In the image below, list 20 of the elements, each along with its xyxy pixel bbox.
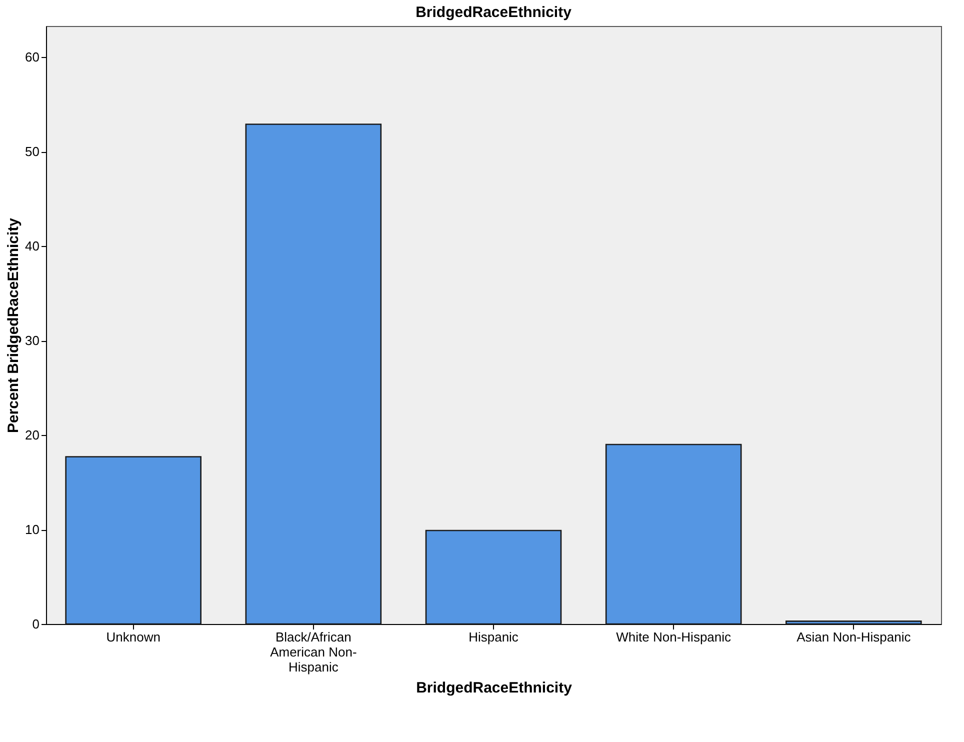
- bar: [65, 456, 202, 625]
- y-axis-title: Percent BridgedRaceEthnicity: [5, 217, 22, 434]
- x-tick-label: Unknown: [106, 630, 160, 644]
- x-tick-label: White Non-Hispanic: [616, 630, 732, 644]
- y-tick-label: 50: [25, 144, 40, 160]
- x-tick-label: Hispanic: [468, 630, 519, 644]
- chart-title: BridgedRaceEthnicity: [416, 4, 572, 21]
- x-tick-label: Black/African American Non- Hispanic: [270, 630, 357, 674]
- bar: [425, 530, 562, 625]
- y-tick-label: 40: [25, 238, 40, 254]
- y-tick-label: 20: [25, 428, 40, 443]
- y-tick-label: 0: [32, 616, 40, 632]
- x-tick-label: Asian Non-Hispanic: [796, 630, 912, 644]
- bar: [245, 124, 382, 625]
- bar: [786, 620, 922, 625]
- bar: [605, 444, 742, 625]
- x-axis-title: BridgedRaceEthnicity: [416, 680, 573, 696]
- y-tick-label: 10: [25, 522, 40, 538]
- y-tick-label: 60: [25, 50, 40, 65]
- y-tick-label: 30: [25, 333, 40, 348]
